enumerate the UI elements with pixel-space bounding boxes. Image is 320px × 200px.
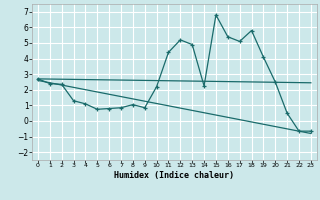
X-axis label: Humidex (Indice chaleur): Humidex (Indice chaleur) bbox=[115, 171, 234, 180]
